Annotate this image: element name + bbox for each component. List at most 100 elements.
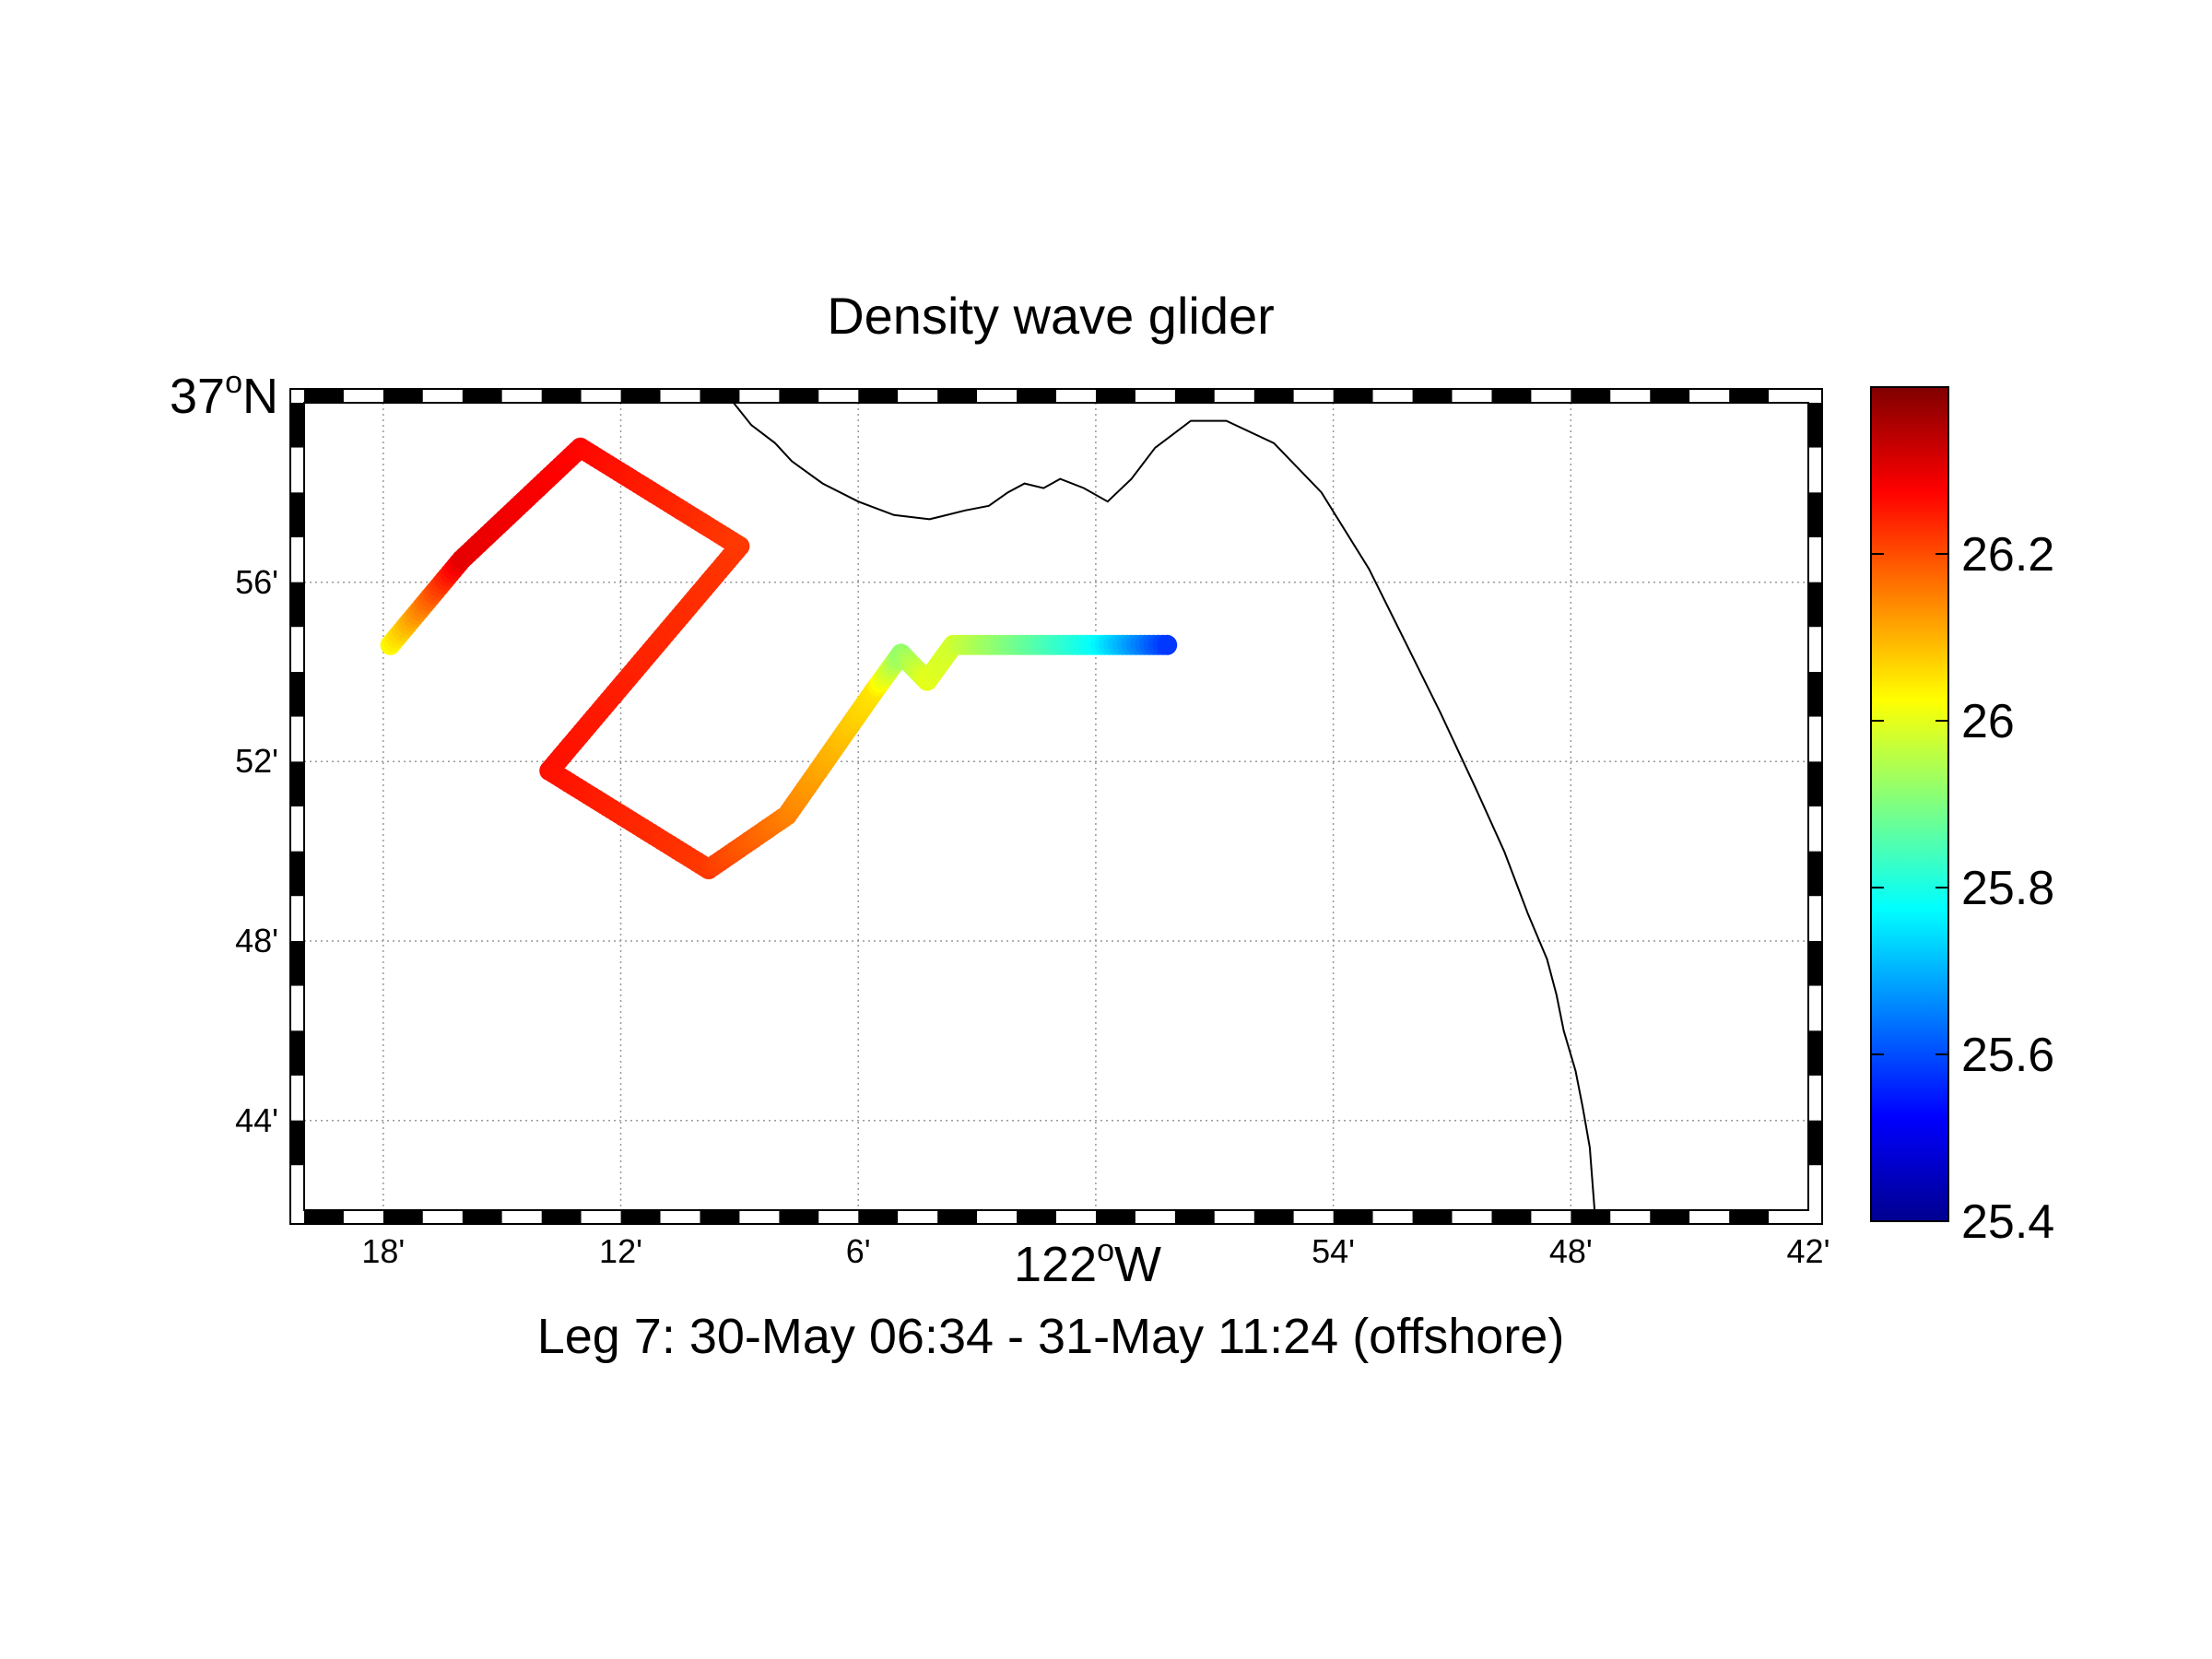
frame-check bbox=[1808, 716, 1822, 762]
frame-check bbox=[1293, 1210, 1334, 1224]
frame-check bbox=[1056, 389, 1096, 403]
frame-check bbox=[290, 403, 304, 448]
frame-check bbox=[1214, 389, 1254, 403]
frame-check bbox=[818, 389, 859, 403]
frame-check bbox=[700, 389, 740, 403]
frame-check bbox=[541, 389, 582, 403]
frame-check bbox=[290, 492, 304, 537]
frame-check bbox=[1174, 389, 1215, 403]
x-tick-label: 54' bbox=[1312, 1232, 1355, 1270]
frame-check bbox=[290, 1076, 304, 1121]
glider-track bbox=[380, 437, 1178, 880]
frame-check bbox=[1808, 403, 1822, 448]
frame-check bbox=[1729, 389, 1770, 403]
frame-check bbox=[1452, 389, 1492, 403]
frame-check bbox=[1571, 389, 1611, 403]
frame-checkerboard bbox=[290, 389, 1822, 1224]
frame-check bbox=[818, 1210, 859, 1224]
frame-check bbox=[1689, 1210, 1730, 1224]
frame-check bbox=[290, 851, 304, 897]
frame-check bbox=[1571, 1210, 1611, 1224]
colorbar-gradient bbox=[1870, 386, 1949, 1222]
frame-check bbox=[1610, 389, 1651, 403]
frame-check bbox=[290, 627, 304, 672]
coastline bbox=[733, 403, 1596, 1210]
frame-check bbox=[290, 985, 304, 1031]
frame-check bbox=[1808, 627, 1822, 672]
map-background bbox=[290, 389, 1822, 1224]
outer-frame bbox=[289, 388, 1823, 1225]
frame-check bbox=[1808, 896, 1822, 941]
frame-check bbox=[1135, 389, 1175, 403]
frame-check bbox=[1808, 761, 1822, 806]
colorbar-tick-label: 25.8 bbox=[1961, 862, 2054, 915]
frame-check bbox=[1808, 537, 1822, 582]
frame-check bbox=[290, 716, 304, 762]
frame-check bbox=[290, 537, 304, 582]
frame-check bbox=[739, 1210, 780, 1224]
frame-check bbox=[1135, 1210, 1175, 1224]
colorbar-ticks: 25.4 25.6 25.8 26 26.2 bbox=[1871, 528, 2054, 1249]
frame-check bbox=[462, 389, 502, 403]
colorbar-tick-label: 26.2 bbox=[1961, 528, 2054, 582]
frame-check bbox=[1412, 389, 1453, 403]
frame-check bbox=[1808, 941, 1822, 986]
frame-check bbox=[1808, 492, 1822, 537]
frame-check bbox=[937, 389, 978, 403]
frame-check bbox=[1808, 851, 1822, 897]
frame-check bbox=[977, 1210, 1018, 1224]
x-tick-label: 6' bbox=[846, 1232, 871, 1270]
y-main-label: 37oN bbox=[170, 365, 278, 424]
y-tick-labels: 56' 52' 48' 44' bbox=[235, 563, 278, 1139]
frame-check bbox=[304, 1210, 344, 1224]
frame-check bbox=[290, 1120, 304, 1166]
frame-check bbox=[1729, 1210, 1770, 1224]
frame-check bbox=[620, 1210, 661, 1224]
frame-check bbox=[1769, 1210, 1808, 1224]
frame-check bbox=[501, 1210, 542, 1224]
frame-check bbox=[581, 1210, 621, 1224]
frame-check bbox=[1531, 1210, 1571, 1224]
frame-check bbox=[700, 1210, 740, 1224]
frame-check bbox=[422, 389, 463, 403]
frame-check bbox=[898, 1210, 938, 1224]
colorbar-tick-label: 26 bbox=[1961, 695, 2015, 748]
frame-check bbox=[1412, 1210, 1453, 1224]
frame-check bbox=[290, 1165, 304, 1210]
x-tick-label: 18' bbox=[361, 1232, 405, 1270]
frame-check bbox=[1333, 389, 1373, 403]
frame-check bbox=[290, 896, 304, 941]
map-area: 18' 12' 6' 54' 48' 42' 56' 52' 48' 44' 122oW 37o… bbox=[170, 365, 1830, 1292]
frame-check bbox=[1017, 389, 1057, 403]
frame-check bbox=[1808, 985, 1822, 1031]
frame-check bbox=[898, 389, 938, 403]
frame-check bbox=[501, 389, 542, 403]
y-tick-label: 48' bbox=[235, 922, 278, 959]
frame-check bbox=[290, 806, 304, 852]
frame-check bbox=[779, 1210, 819, 1224]
frame-check bbox=[1095, 389, 1135, 403]
frame-check bbox=[1253, 1210, 1294, 1224]
frame-check bbox=[858, 1210, 899, 1224]
y-tick-label: 52' bbox=[235, 742, 278, 780]
frame-check bbox=[620, 389, 661, 403]
frame-check bbox=[382, 389, 423, 403]
chart-title: Density wave glider bbox=[827, 287, 1275, 345]
frame-check bbox=[1095, 1210, 1135, 1224]
frame-check bbox=[290, 1030, 304, 1076]
frame-check bbox=[343, 1210, 383, 1224]
colorbar: 25.4 25.6 25.8 26 26.2 bbox=[1870, 386, 2054, 1249]
frame-check bbox=[1808, 1165, 1822, 1210]
inner-frame bbox=[303, 402, 1809, 1211]
colorbar-tick-label: 25.6 bbox=[1961, 1029, 2054, 1082]
frame-check bbox=[660, 389, 700, 403]
frame-check bbox=[1531, 389, 1571, 403]
frame-check bbox=[1056, 1210, 1096, 1224]
frame-check bbox=[1214, 1210, 1254, 1224]
colorbar-tick-label: 25.4 bbox=[1961, 1195, 2054, 1249]
leg-subtitle: Leg 7: 30-May 06:34 - 31-May 11:24 (offs… bbox=[537, 1309, 1565, 1364]
frame-check bbox=[739, 389, 780, 403]
frame-check bbox=[1372, 1210, 1413, 1224]
frame-check bbox=[1491, 389, 1532, 403]
